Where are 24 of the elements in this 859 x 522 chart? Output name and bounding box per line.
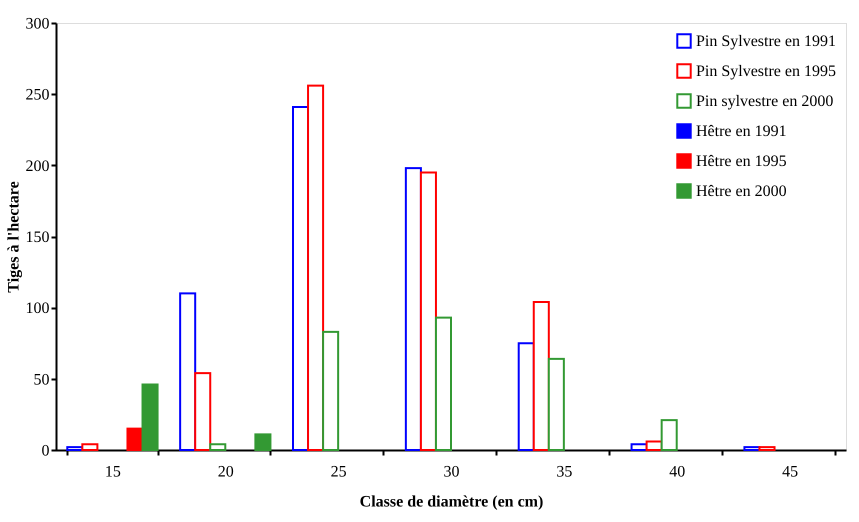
legend-label: Pin Sylvestre en 1995 bbox=[696, 63, 836, 80]
x-tick-label: 25 bbox=[330, 464, 347, 480]
legend-label: Hêtre en 1991 bbox=[696, 123, 787, 140]
y-tick-label: 200 bbox=[26, 158, 50, 175]
y-tick-label: 50 bbox=[34, 371, 50, 388]
bar bbox=[254, 433, 272, 451]
x-tick-label: 45 bbox=[782, 464, 798, 480]
y-tick-label: 0 bbox=[42, 442, 50, 460]
x-tick-label: 35 bbox=[556, 464, 572, 480]
x-axis-title: Classe de diamètre (en cm) bbox=[360, 494, 544, 510]
legend-label: Pin Sylvestre en 1991 bbox=[696, 33, 836, 50]
legend-label: Hêtre en 2000 bbox=[696, 183, 787, 200]
bar bbox=[142, 384, 159, 451]
y-axis-title: Tiges à l'hectare bbox=[6, 181, 22, 293]
x-tick-label: 40 bbox=[669, 464, 686, 480]
x-tick-label: 30 bbox=[444, 464, 460, 480]
x-tick-label: 15 bbox=[104, 464, 121, 480]
y-tick-label: 100 bbox=[26, 300, 50, 318]
y-tick-label: 250 bbox=[26, 86, 50, 104]
y-tick-label: 150 bbox=[26, 229, 50, 246]
x-tick-label: 20 bbox=[218, 464, 234, 480]
legend-label: Hêtre en 1995 bbox=[696, 153, 787, 170]
legend-label: Pin sylvestre en 2000 bbox=[696, 93, 834, 110]
y-tick-label: 300 bbox=[26, 16, 50, 32]
